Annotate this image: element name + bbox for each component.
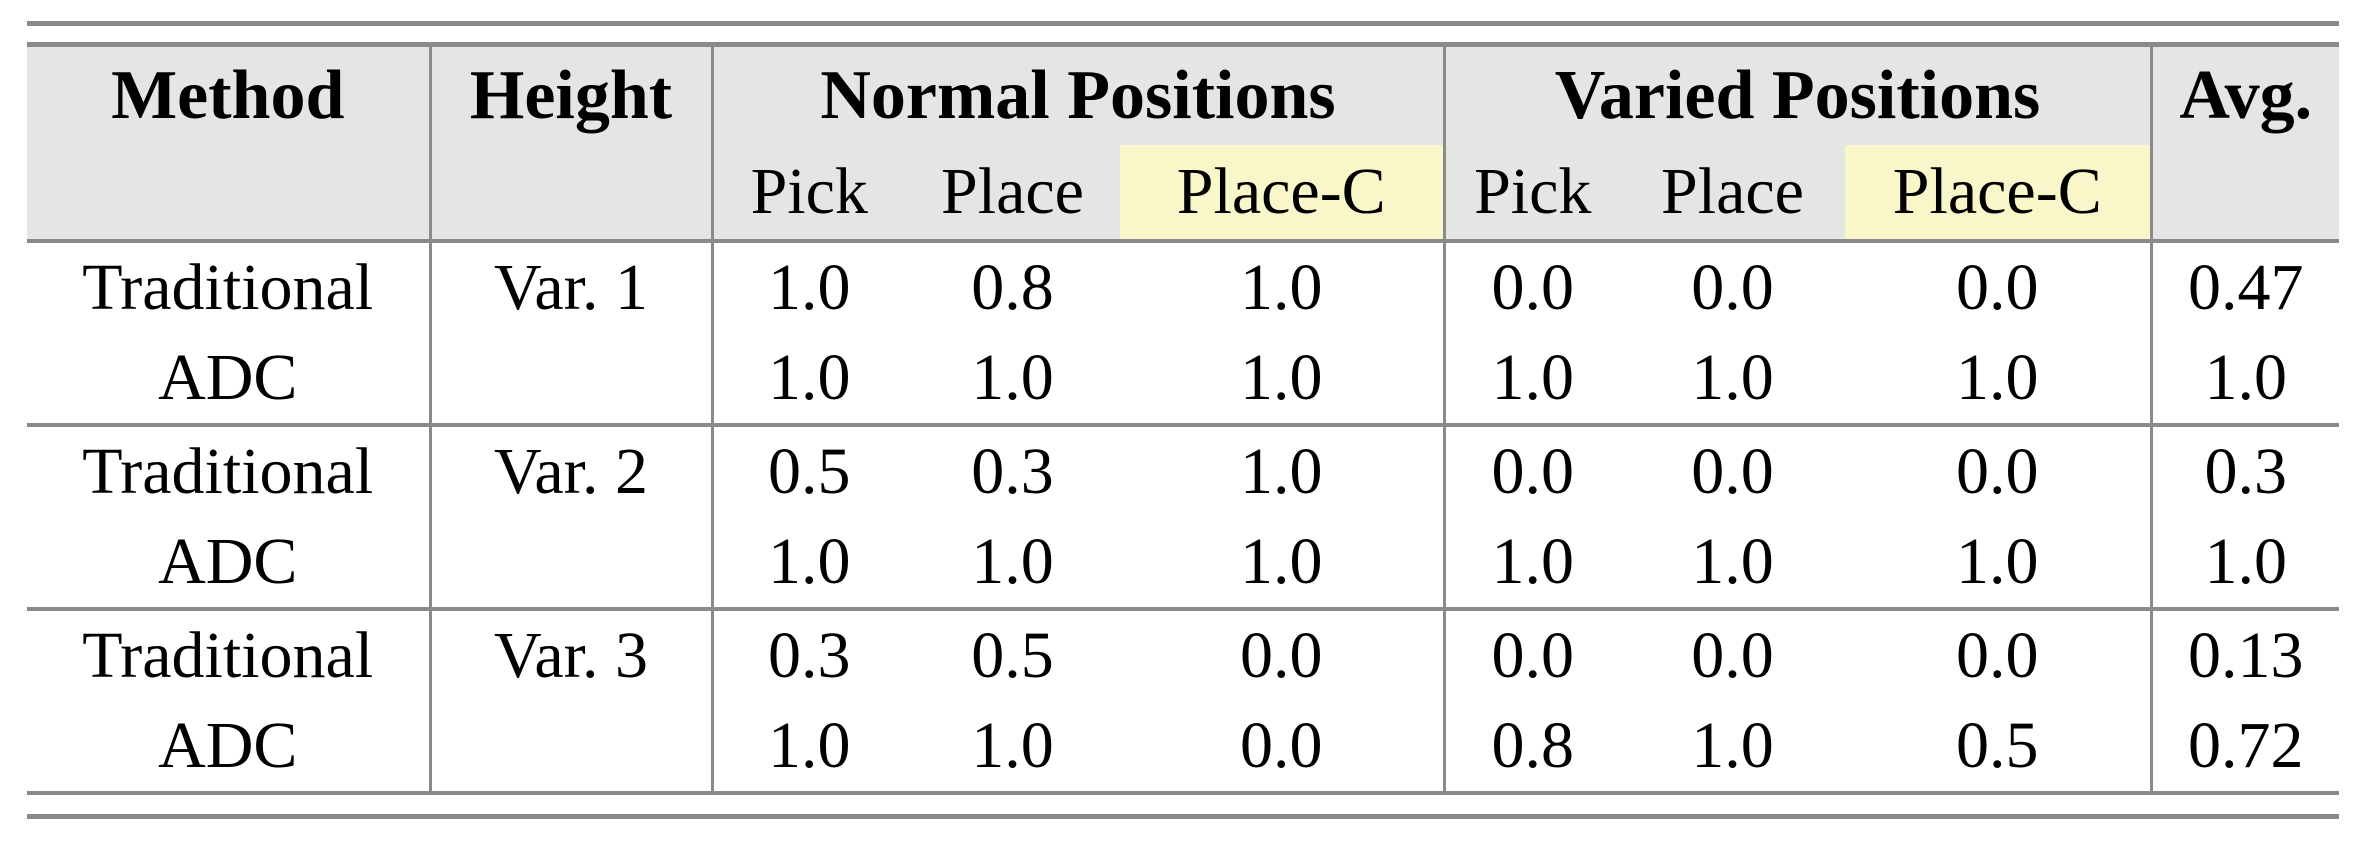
value-cell: 0.0: [1442, 240, 1621, 333]
value-cell: 1.0: [971, 524, 1054, 598]
value-cell: 1.0: [1691, 708, 1774, 782]
value-cell: 1.0: [1240, 250, 1323, 324]
method-cell: ADC: [158, 340, 298, 414]
value-cell: 1.0: [1240, 434, 1323, 508]
value-cell: 1.0: [1956, 340, 2039, 414]
method-cell: Traditional: [82, 434, 374, 508]
avg-cell: 1.0: [2149, 516, 2340, 609]
table-header: Method Height Normal Positions Varied Po…: [27, 44, 2340, 241]
value-cell: 1.0: [1442, 516, 1621, 609]
height-cell: Var. 3: [428, 608, 712, 701]
method-cell: Traditional: [82, 618, 374, 692]
avg-cell: 0.13: [2149, 608, 2340, 701]
subheader-normal-pick: Pick: [710, 144, 905, 241]
value-cell: 0.3: [710, 608, 905, 701]
value-cell: 0.0: [1956, 250, 2039, 324]
table-row: ADC 1.0 1.0 0.0 0.8 1.0 0.5 0.72: [27, 700, 2340, 793]
table-row: ADC 1.0 1.0 1.0 1.0 1.0 1.0 1.0: [27, 516, 2340, 609]
top-outer-rule: [27, 21, 2339, 26]
avg-cell: 0.3: [2149, 424, 2340, 517]
value-cell: 1.0: [971, 340, 1054, 414]
value-cell: 0.5: [971, 618, 1054, 692]
col-header-method: Method: [27, 44, 430, 145]
bottom-outer-rule: [27, 813, 2339, 819]
value-cell: 0.0: [1956, 434, 2039, 508]
height-cell-empty: [428, 516, 712, 609]
value-cell: 0.8: [971, 250, 1054, 324]
subheader-varied-place: Place: [1620, 144, 1846, 241]
block-var-1: Traditional Var. 1 1.0 0.8 1.0 0.0 0.0 0…: [27, 240, 2340, 425]
subheader-normal-place: Place: [905, 144, 1120, 241]
value-cell: 0.0: [1442, 608, 1621, 701]
value-cell: 0.0: [1240, 708, 1323, 782]
value-cell: 1.0: [971, 708, 1054, 782]
height-cell-empty: [428, 332, 712, 425]
value-cell: 0.5: [710, 424, 905, 517]
value-cell: 1.0: [1691, 340, 1774, 414]
value-cell: 1.0: [1442, 332, 1621, 425]
group-header-varied-positions: Varied Positions: [1442, 44, 2152, 145]
value-cell: 0.0: [1691, 618, 1774, 692]
height-cell: Var. 2: [428, 424, 712, 517]
height-cell: Var. 1: [428, 240, 712, 333]
value-cell: 0.0: [1691, 434, 1774, 508]
method-cell: Traditional: [82, 250, 374, 324]
table-row: Traditional Var. 1 1.0 0.8 1.0 0.0 0.0 0…: [27, 240, 2340, 333]
method-cell: ADC: [158, 524, 298, 598]
value-cell: 1.0: [1956, 524, 2039, 598]
header-spacer-avg: [2149, 144, 2340, 241]
value-cell: 1.0: [710, 516, 905, 609]
header-spacer-method: [27, 144, 430, 241]
col-header-avg: Avg.: [2149, 44, 2340, 145]
value-cell: 1.0: [710, 240, 905, 333]
avg-cell: 0.72: [2149, 700, 2340, 793]
subheader-varied-place-c: Place-C: [1845, 144, 2152, 241]
avg-cell: 0.47: [2149, 240, 2340, 333]
value-cell: 0.5: [1956, 708, 2039, 782]
value-cell: 0.0: [1956, 618, 2039, 692]
value-cell: 0.8: [1442, 700, 1621, 793]
value-cell: 1.0: [1240, 524, 1323, 598]
avg-cell: 1.0: [2149, 332, 2340, 425]
table-row: Traditional Var. 3 0.3 0.5 0.0 0.0 0.0 0…: [27, 608, 2340, 701]
header-spacer-height: [428, 144, 712, 241]
col-header-height: Height: [428, 44, 712, 145]
value-cell: 0.3: [971, 434, 1054, 508]
block-var-2: Traditional Var. 2 0.5 0.3 1.0 0.0 0.0 0…: [27, 424, 2340, 609]
block-var-3: Traditional Var. 3 0.3 0.5 0.0 0.0 0.0 0…: [27, 608, 2340, 793]
value-cell: 0.0: [1691, 250, 1774, 324]
height-cell-empty: [428, 700, 712, 793]
table-row: ADC 1.0 1.0 1.0 1.0 1.0 1.0 1.0: [27, 332, 2340, 425]
value-cell: 1.0: [710, 332, 905, 425]
value-cell: 1.0: [710, 700, 905, 793]
subheader-varied-pick: Pick: [1442, 144, 1621, 241]
subheader-normal-place-c: Place-C: [1120, 144, 1445, 241]
value-cell: 1.0: [1240, 340, 1323, 414]
value-cell: 0.0: [1442, 424, 1621, 517]
method-cell: ADC: [158, 708, 298, 782]
value-cell: 1.0: [1691, 524, 1774, 598]
group-header-normal-positions: Normal Positions: [710, 44, 1445, 145]
table-row: Traditional Var. 2 0.5 0.3 1.0 0.0 0.0 0…: [27, 424, 2340, 517]
results-table: Method Height Normal Positions Varied Po…: [27, 42, 2340, 795]
value-cell: 0.0: [1240, 618, 1323, 692]
